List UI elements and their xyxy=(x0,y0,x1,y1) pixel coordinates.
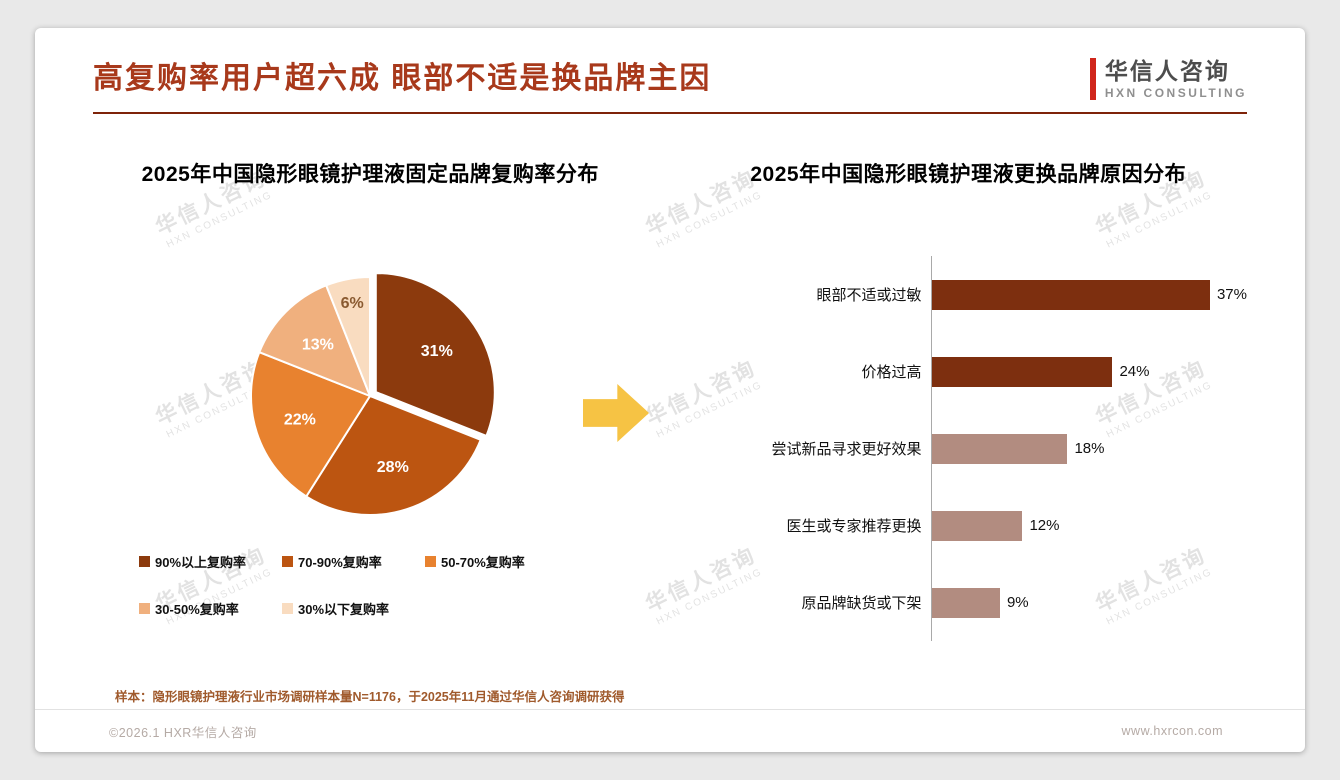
bar-fill xyxy=(932,510,1023,541)
pie-slice xyxy=(258,284,373,398)
copyright-text: ©2026.1 HXR华信人咨询 xyxy=(109,725,257,740)
bar-track: 24% xyxy=(931,333,1247,410)
bar-track: 37% xyxy=(931,256,1247,333)
pie-value-label: 13% xyxy=(302,336,334,353)
pie-slice xyxy=(250,350,372,498)
company-logo: 华信人咨询 HXN CONSULTING xyxy=(1089,58,1247,100)
bar-category-label: 医生或专家推荐更换 xyxy=(786,518,922,535)
pie-slice xyxy=(325,275,372,397)
bar-row: 医生或专家推荐更换 12% xyxy=(689,487,1247,564)
legend-label: 50-70%复购率 xyxy=(441,555,525,570)
legend-label: 30-50%复购率 xyxy=(155,602,239,617)
bar-fill xyxy=(932,433,1068,464)
slide-header: 高复购率用户超六成 眼部不适是换品牌主因 华信人咨询 HXN CONSULTIN… xyxy=(35,28,1305,100)
bar-row: 原品牌缺货或下架 9% xyxy=(689,564,1247,641)
pie-slice xyxy=(375,272,497,438)
repurchase-pie-chart: 31% 28% 22% 13% 6% xyxy=(250,272,497,516)
website-url: www.hxrcon.com xyxy=(1121,724,1223,738)
logo-red-bar-icon xyxy=(1089,58,1096,100)
slide-footer: ©2026.1 HXR华信人咨询 www.hxrcon.com xyxy=(35,709,1305,752)
legend-item: 30%以下复购率 xyxy=(282,599,425,618)
bar-fill xyxy=(932,587,1000,618)
bar-chart-section: 2025年中国隐形眼镜护理液更换品牌原因分布 眼部不适或过敏 37% 价格过高 24%… xyxy=(689,160,1247,646)
bar-track: 9% xyxy=(931,564,1247,641)
bar-chart-title: 2025年中国隐形眼镜护理液更换品牌原因分布 xyxy=(750,163,1187,186)
legend-swatch-icon xyxy=(282,603,293,614)
pie-value-label: 28% xyxy=(377,459,409,476)
bar-category-label: 眼部不适或过敏 xyxy=(816,287,922,304)
bar-row: 尝试新品寻求更好效果 18% xyxy=(689,410,1247,487)
bar-value-label: 12% xyxy=(1029,517,1060,534)
brand-switch-bar-chart: 眼部不适或过敏 37% 价格过高 24% 尝试新品寻求更好效果 18% 医生或专家推荐更换 1… xyxy=(689,256,1247,641)
logo-name: 华信人咨询 xyxy=(1104,58,1230,84)
slide-card: 华信人咨询 HXN CONSULTING 华信人咨询 HXN CONSULTING 华信… xyxy=(35,28,1305,752)
page-title: 高复购率用户超六成 眼部不适是换品牌主因 xyxy=(93,62,712,95)
bar-row: 眼部不适或过敏 37% xyxy=(689,256,1247,333)
title-divider xyxy=(93,112,1247,114)
legend-label: 30%以下复购率 xyxy=(298,602,390,617)
bar-value-label: 24% xyxy=(1119,363,1150,380)
bar-category-label: 价格过高 xyxy=(861,364,922,381)
pie-value-label: 6% xyxy=(341,295,364,312)
bar-value-label: 18% xyxy=(1074,440,1105,457)
legend-item: 50-70%复购率 xyxy=(425,552,568,571)
legend-item: 30-50%复购率 xyxy=(139,599,282,618)
bar-value-label: 9% xyxy=(1006,594,1029,611)
pie-chart-title: 2025年中国隐形眼镜护理液固定品牌复购率分布 xyxy=(141,163,599,186)
pie-value-label: 31% xyxy=(421,343,453,360)
legend-item: 70-90%复购率 xyxy=(282,552,425,571)
legend-swatch-icon xyxy=(139,556,150,567)
bar-fill xyxy=(932,356,1113,387)
bar-track: 18% xyxy=(931,410,1247,487)
pie-value-label: 22% xyxy=(284,411,316,428)
charts-area: 2025年中国隐形眼镜护理液固定品牌复购率分布 31% 28% 22% 13% 6% 9… xyxy=(35,114,1305,646)
pie-slice xyxy=(305,394,483,516)
sample-note: 样本：隐形眼镜护理液行业市场调研样本量N=1176，于2025年11月通过华信人… xyxy=(115,690,625,704)
logo-subtitle: HXN CONSULTING xyxy=(1104,86,1247,100)
bar-fill xyxy=(932,279,1210,310)
bar-row: 价格过高 24% xyxy=(689,333,1247,410)
bar-value-label: 37% xyxy=(1216,286,1247,303)
legend-swatch-icon xyxy=(425,556,436,567)
pie-chart-section: 2025年中国隐形眼镜护理液固定品牌复购率分布 31% 28% 22% 13% 6% 9… xyxy=(93,160,647,646)
legend-swatch-icon xyxy=(139,603,150,614)
bar-category-label: 尝试新品寻求更好效果 xyxy=(771,441,922,458)
legend-label: 70-90%复购率 xyxy=(298,555,382,570)
bar-category-label: 原品牌缺货或下架 xyxy=(801,595,922,612)
pie-legend: 90%以上复购率 70-90%复购率 50-70%复购率 30-50%复购率 30%以下… xyxy=(139,552,591,646)
legend-item: 90%以上复购率 xyxy=(139,552,282,571)
legend-swatch-icon xyxy=(282,556,293,567)
bar-track: 12% xyxy=(931,487,1247,564)
legend-label: 90%以上复购率 xyxy=(155,555,247,570)
